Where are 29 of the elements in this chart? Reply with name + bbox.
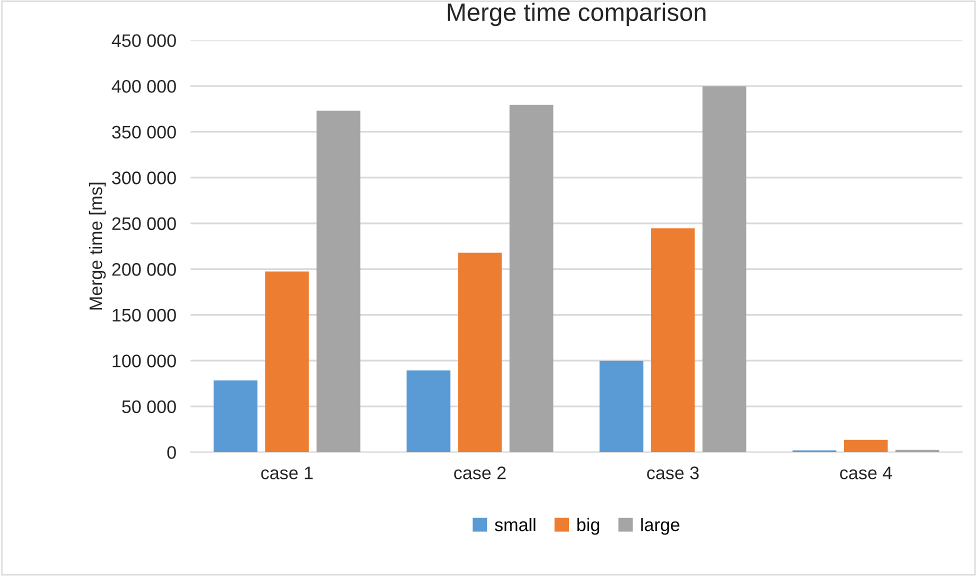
bar xyxy=(651,228,695,452)
chart-title: Merge time comparison xyxy=(448,2,706,26)
y-tick-label: 300 000 xyxy=(112,172,176,184)
legend-label: small xyxy=(494,518,536,532)
x-tick-label: case 3 xyxy=(647,466,699,480)
y-tick-label: 50 000 xyxy=(122,400,176,414)
bar xyxy=(702,86,746,452)
bar xyxy=(458,252,502,452)
bar xyxy=(214,380,258,452)
bar xyxy=(316,110,360,452)
legend-label: big xyxy=(577,518,600,535)
y-tick-label: 0 xyxy=(167,446,176,459)
y-axis-title: Merge time [ms] xyxy=(88,182,106,310)
y-tick-label: 400 000 xyxy=(112,80,176,93)
y-tick-label: 150 000 xyxy=(112,308,176,322)
bar xyxy=(600,360,644,452)
x-tick-label: case 4 xyxy=(840,466,892,480)
y-tick-label: 450 000 xyxy=(112,34,176,48)
bar xyxy=(265,272,309,452)
y-tick-label: 350 000 xyxy=(112,126,176,139)
x-tick-label: case 1 xyxy=(261,466,313,480)
y-tick-label: 200 000 xyxy=(112,263,176,276)
bar xyxy=(844,440,888,452)
bar xyxy=(510,104,554,452)
y-tick-label: 100 000 xyxy=(112,354,176,368)
legend-label: large xyxy=(641,518,680,535)
bar xyxy=(406,370,450,452)
x-tick-label: case 2 xyxy=(454,466,506,480)
y-tick-label: 250 000 xyxy=(112,217,176,230)
